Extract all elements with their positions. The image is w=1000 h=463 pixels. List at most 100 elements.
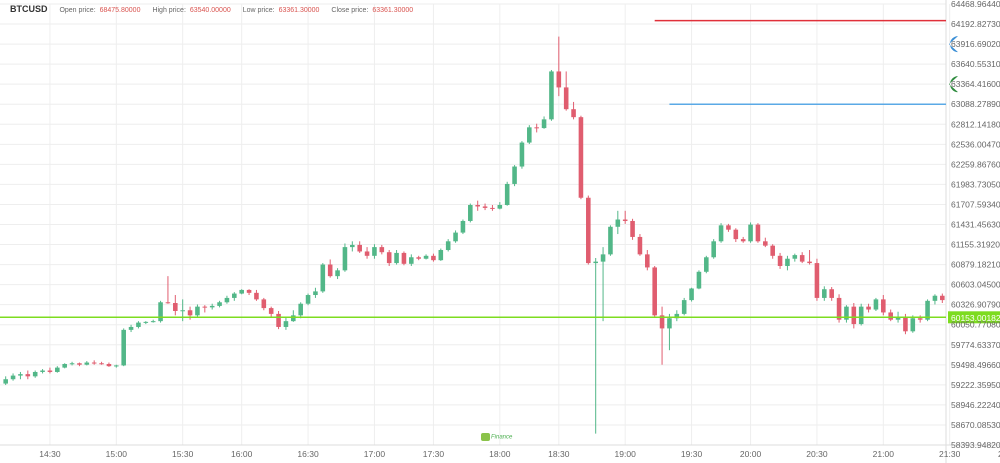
x-tick-label: 18:00 [489, 449, 511, 459]
x-tick-label: 17:00 [364, 449, 386, 459]
candle-body [593, 261, 598, 264]
candle-body [726, 225, 731, 230]
candle-body [637, 236, 643, 255]
candle-body [659, 315, 665, 329]
candle-body [519, 142, 525, 167]
candle-body [822, 289, 827, 298]
y-tick-label: 63364.41600 [951, 79, 1000, 89]
candle-body [556, 71, 562, 88]
y-tick-label: 60050.77080 [951, 320, 1000, 330]
candle-body [468, 205, 473, 221]
candle-body [136, 322, 141, 327]
y-tick-label: 64192.82730 [951, 19, 1000, 29]
candle-body [527, 127, 532, 143]
candle-body [490, 207, 495, 209]
candle-body [571, 109, 576, 118]
candle-body [55, 367, 60, 372]
logo-text: Finance [491, 434, 513, 441]
y-tick-label: 62536.00470 [951, 139, 1000, 149]
candle-body [180, 310, 185, 312]
y-tick-label: 63640.55310 [951, 59, 1000, 69]
candle-body [482, 206, 488, 208]
candle-body [910, 318, 916, 332]
candle-body [224, 297, 230, 303]
candle-body [563, 87, 569, 110]
candle-body [866, 306, 871, 310]
candle-body [903, 317, 908, 332]
y-tick-label: 58670.08530 [951, 420, 1000, 430]
candle-body [925, 300, 930, 320]
candle-body [254, 292, 259, 300]
candle-body [342, 247, 348, 271]
candle-body [792, 255, 798, 259]
candle-body [327, 264, 333, 277]
candle-body [202, 306, 208, 308]
y-tick-label: 62812.14180 [951, 119, 1000, 129]
candle-body [25, 374, 31, 377]
y-tick-label: 60603.04500 [951, 280, 1000, 290]
candle-body [881, 299, 886, 313]
candle-body [829, 289, 834, 298]
y-tick-label: 60879.18210 [951, 260, 1000, 270]
close-price-label: Close price: [331, 7, 369, 14]
candle-body [917, 318, 923, 320]
candle-body [276, 313, 281, 327]
x-tick-label: 14:30 [39, 449, 61, 459]
candle-body [268, 308, 274, 314]
y-tick-label: 63916.69020 [951, 39, 1000, 49]
watermark-logo: Finance [481, 433, 512, 441]
candle-body [84, 362, 90, 365]
candle-body [615, 219, 621, 227]
candle-body [549, 71, 554, 120]
candle-body [630, 220, 635, 237]
y-tick-label: 58393.94820 [951, 440, 1000, 450]
x-tick-label: 20:00 [740, 449, 762, 459]
candle-body [291, 315, 296, 322]
candle-body [888, 312, 893, 320]
candle-body [438, 250, 444, 261]
candle-body [364, 251, 370, 256]
candle-body [195, 306, 200, 316]
candle-body [47, 370, 53, 372]
candle-body [600, 254, 606, 262]
candle-body [10, 375, 16, 380]
y-tick-label: 58946.22240 [951, 400, 1000, 410]
candle-body [40, 370, 45, 372]
y-tick-label: 60326.90790 [951, 300, 1000, 310]
candle-body [578, 117, 584, 198]
candle-body [69, 363, 75, 365]
candle-body [173, 303, 178, 311]
candle-body [106, 363, 112, 367]
candle-body [504, 183, 510, 206]
x-tick-label: 16:30 [297, 449, 319, 459]
candle-body [239, 289, 244, 294]
candle-body [497, 205, 503, 209]
candle-body [283, 321, 289, 327]
candle-body [785, 258, 790, 266]
candle-body [128, 326, 134, 330]
candle-body [851, 306, 857, 325]
candle-body [460, 220, 466, 233]
candle-body [748, 224, 753, 242]
candle-body [313, 291, 318, 296]
candle-body [431, 255, 436, 261]
candle-body [704, 257, 709, 272]
candle-body [401, 252, 407, 264]
candle-body [372, 247, 377, 256]
candle-body [261, 299, 267, 309]
candle-body [696, 271, 702, 289]
logo-icon [481, 433, 490, 441]
candle-body [940, 295, 945, 301]
candle-body [755, 224, 761, 242]
high-price-value: 63540.00000 [189, 7, 231, 14]
candle-body [409, 257, 414, 264]
candle-body [652, 267, 657, 316]
candle-body [667, 318, 672, 329]
candle-body [799, 255, 805, 262]
x-tick-label: 18:30 [548, 449, 570, 459]
candle-body [718, 225, 724, 242]
x-tick-label: 20:30 [806, 449, 828, 459]
candle-body [645, 254, 650, 268]
